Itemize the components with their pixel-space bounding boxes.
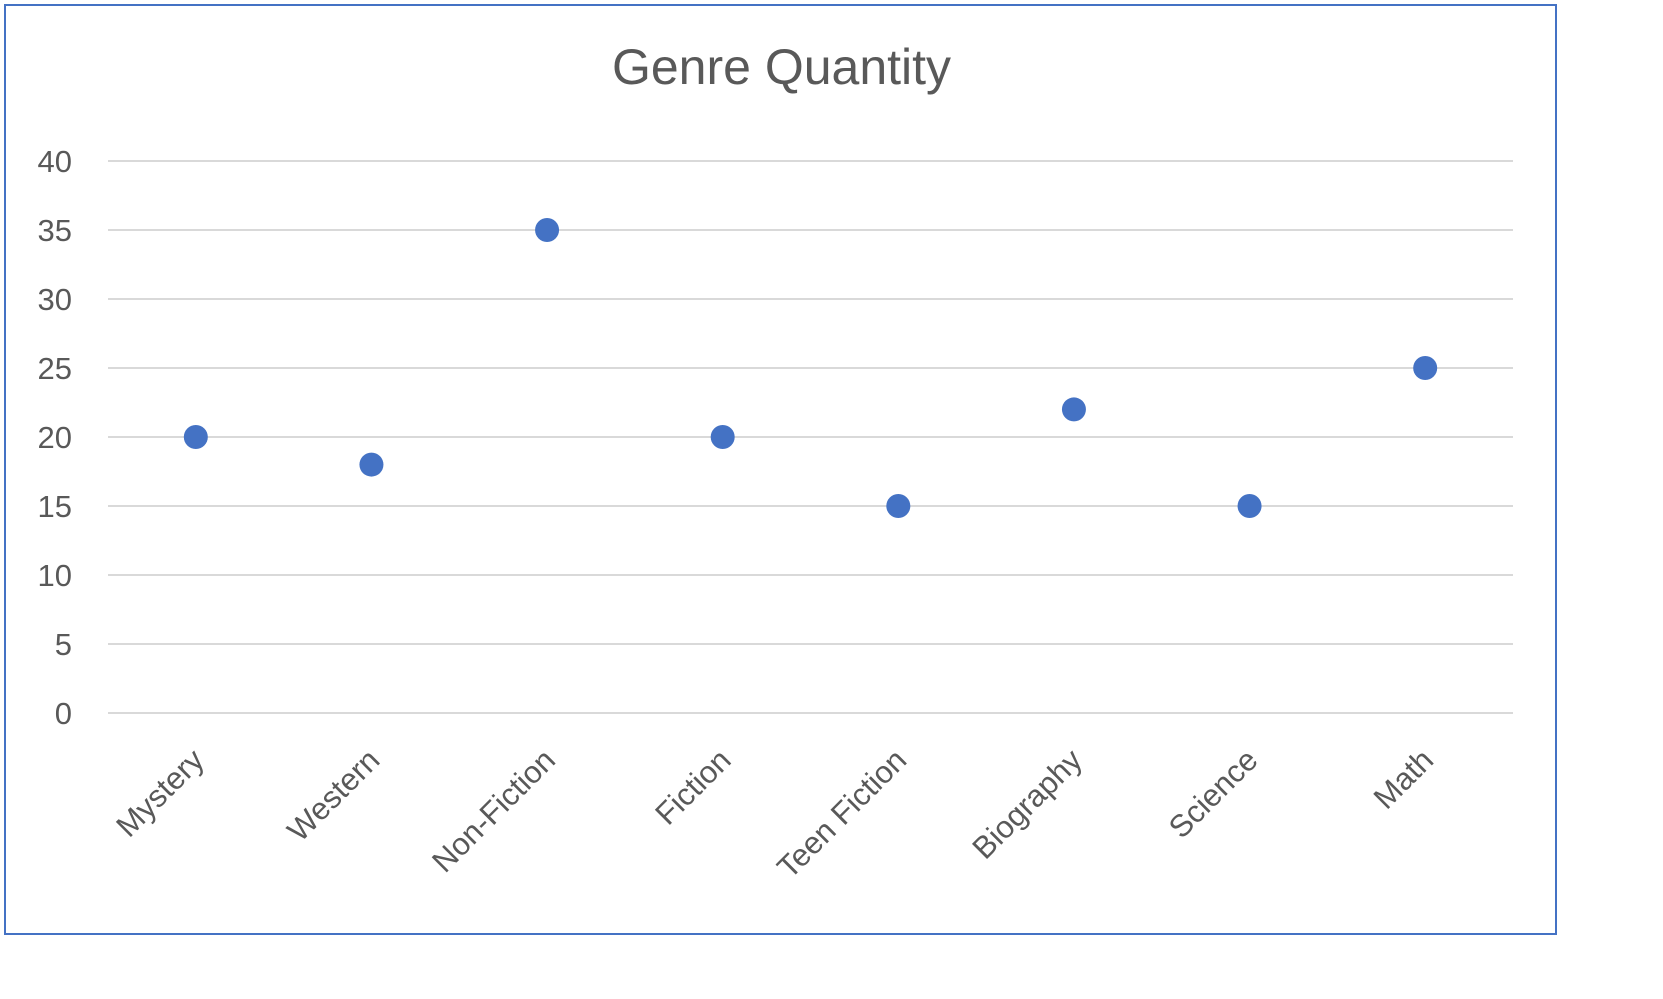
y-tick-label: 20	[38, 420, 72, 455]
y-axis-ticks: 0 5 10 15 20 25 30 35 40	[38, 144, 72, 731]
grid-layer	[108, 160, 1513, 714]
data-point	[359, 452, 384, 477]
data-point	[710, 425, 735, 449]
y-tick-label: 0	[55, 696, 72, 731]
x-tick-label: Western	[280, 742, 386, 848]
x-tick-label: Non-Fiction	[425, 742, 562, 879]
data-point	[1061, 397, 1086, 422]
x-tick-label: Science	[1162, 742, 1265, 845]
data-point	[1237, 494, 1262, 518]
y-tick-label: 5	[55, 627, 72, 662]
x-axis-ticks: Mystery Western Non-Fiction Fiction Teen Fic…	[109, 742, 1440, 885]
x-tick-label: Math	[1367, 742, 1440, 815]
y-tick-label: 15	[38, 489, 72, 524]
data-point	[535, 218, 560, 242]
y-tick-label: 35	[38, 213, 72, 248]
plot-area: 0 5 10 15 20 25 30 35 40 Mystery Western Non-Ficti…	[38, 144, 1513, 885]
x-tick-label: Biography	[965, 742, 1089, 866]
data-point	[183, 425, 208, 449]
y-tick-label: 10	[38, 558, 72, 593]
data-points	[183, 218, 1438, 518]
y-tick-label: 30	[38, 282, 72, 317]
chart-frame	[4, 4, 1557, 935]
x-tick-label: Teen Fiction	[770, 742, 913, 885]
x-tick-label: Mystery	[109, 742, 211, 844]
data-point	[886, 494, 911, 518]
data-point	[1413, 356, 1438, 380]
x-tick-label: Fiction	[648, 742, 737, 831]
y-tick-label: 25	[38, 351, 72, 386]
chart-title: Genre Quantity	[611, 39, 952, 95]
y-tick-label: 40	[38, 144, 72, 179]
